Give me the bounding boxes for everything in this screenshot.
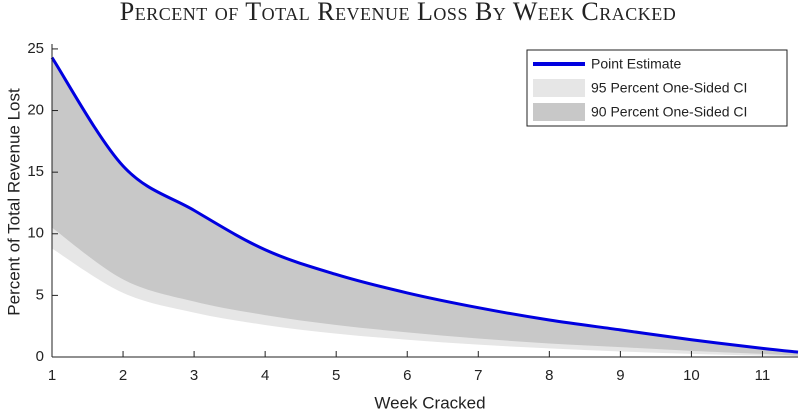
legend-label: 90 Percent One-Sided CI bbox=[591, 104, 747, 120]
y-axis-label: Percent of Total Revenue Lost bbox=[4, 88, 23, 316]
x-tick-label: 4 bbox=[261, 367, 269, 384]
legend-swatch bbox=[533, 79, 585, 97]
line bbox=[50, 56, 799, 354]
x-tick-label: 9 bbox=[616, 367, 624, 384]
legend-swatch bbox=[533, 103, 585, 121]
y-tick-label: 5 bbox=[36, 286, 44, 303]
x-axis-label: Week Cracked bbox=[374, 393, 485, 411]
x-tick-label: 11 bbox=[755, 367, 771, 384]
x-tick-label: 5 bbox=[332, 367, 340, 384]
y-tick-label: 25 bbox=[27, 40, 44, 57]
chart-title: Percent of Total Revenue Loss By Week Cr… bbox=[120, 0, 676, 26]
x-tick-label: 6 bbox=[403, 367, 411, 384]
y-tick-label: 0 bbox=[36, 348, 44, 365]
x-tick-label: 7 bbox=[474, 367, 482, 384]
x-tick-label: 10 bbox=[683, 367, 700, 384]
x-tick-label: 1 bbox=[48, 367, 56, 384]
legend-label: Point Estimate bbox=[591, 56, 681, 72]
y-tick-label: 10 bbox=[27, 225, 44, 242]
y-tick-label: 20 bbox=[27, 102, 44, 119]
x-tick-label: 8 bbox=[545, 367, 553, 384]
y-tick-label: 15 bbox=[27, 163, 44, 180]
ci-band bbox=[52, 57, 798, 356]
legend-label: 95 Percent One-Sided CI bbox=[591, 80, 747, 96]
x-tick-label: 2 bbox=[119, 367, 127, 384]
x-tick-label: 3 bbox=[190, 367, 198, 384]
